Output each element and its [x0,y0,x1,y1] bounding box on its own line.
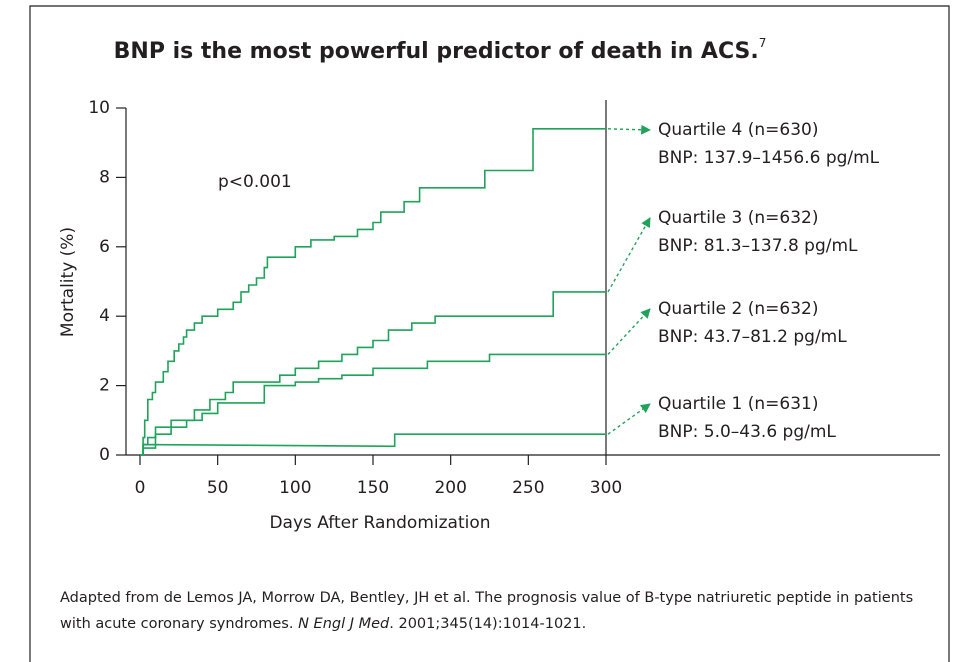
label-arrow [607,403,651,435]
x-tick-label: 150 [357,478,389,498]
survival-line [140,128,606,456]
series-detail: BNP: 43.7–81.2 pg/mL [658,327,847,347]
x-tick-label: 250 [512,478,544,498]
y-tick-label: 4 [99,306,110,326]
y-tick-label: 8 [99,167,110,187]
x-tick-label: 100 [279,478,311,498]
frame [29,5,950,662]
chart-title: BNP is the most powerful predictor of de… [114,36,767,65]
source-note: Adapted from de Lemos JA, Morrow DA, Ben… [60,585,940,637]
source-text: Adapted from de Lemos JA, Morrow DA, Ben… [60,590,914,632]
y-tick-label: 2 [99,376,110,396]
survival-line [140,291,606,456]
series-detail: BNP: 81.3–137.8 pg/mL [658,236,858,256]
y-tick-label: 10 [88,98,110,118]
y-axis-label: Mortality (%) [58,227,78,337]
annotation: p<0.001 [218,172,292,192]
journal: N Engl J Med [298,616,390,632]
title-ref: 7 [759,36,767,50]
x-tick-label: 0 [135,478,146,498]
x-tick-label: 200 [434,478,466,498]
survival-line [140,353,606,456]
series-detail: BNP: 137.9–1456.6 pg/mL [658,148,880,168]
title-text: BNP is the most powerful predictor of de… [114,39,759,64]
source-text: . 2001;345(14):1014-1021. [389,616,587,632]
series-label: Quartile 2 (n=632) [658,299,819,319]
label-arrow [607,308,651,355]
x-tick-label: 50 [207,478,229,498]
x-axis-label: Days After Randomization [269,513,490,533]
y-tick-label: 0 [99,445,110,465]
x-tick-label: 300 [590,478,622,498]
label-arrow [607,217,651,293]
series-label: Quartile 3 (n=632) [658,208,819,228]
y-tick-label: 6 [99,237,110,257]
series-label: Quartile 1 (n=631) [658,394,819,414]
series-detail: BNP: 5.0–43.6 pg/mL [658,422,836,442]
series-label: Quartile 4 (n=630) [658,120,819,140]
label-arrow [607,124,651,135]
survival-line [140,433,606,456]
